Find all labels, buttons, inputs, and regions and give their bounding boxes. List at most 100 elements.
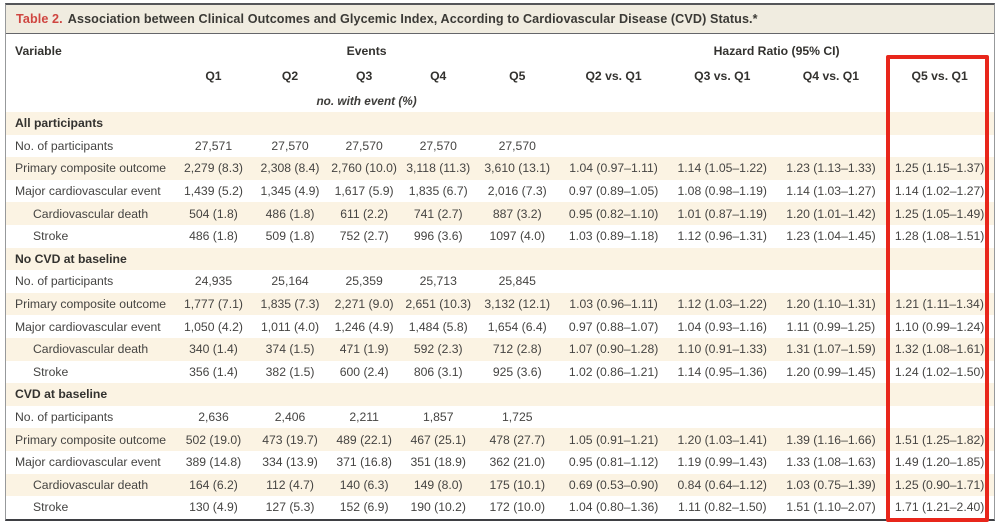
row-label: Major cardiovascular event xyxy=(15,319,161,334)
value-cell xyxy=(668,270,777,293)
outcomes-table: Variable Events Hazard Ratio (95% CI) Q1… xyxy=(6,34,994,519)
value-cell: 1,835 (6.7) xyxy=(408,184,468,199)
value-cell: 2,651 (10.3) xyxy=(405,297,472,312)
value-cell: 611 (2.2) xyxy=(340,206,389,221)
value-cell xyxy=(777,135,886,158)
value-cell: 27,570 xyxy=(271,138,309,153)
value-cell: 130 (4.9) xyxy=(189,500,238,515)
column-group-row: Variable Events Hazard Ratio (95% CI) xyxy=(6,34,994,63)
section-row-no-cvd-at-baseline: No CVD at baseline xyxy=(6,247,994,271)
value-cell: 1.04 (0.80–1.36) xyxy=(568,500,659,515)
row-label: Primary composite outcome xyxy=(15,161,167,176)
row-label: Major cardiovascular event xyxy=(15,184,161,199)
value-cell: 2,760 (10.0) xyxy=(331,161,397,176)
row-label: Stroke xyxy=(33,229,69,244)
value-cell: 1.04 (0.93–1.16) xyxy=(677,319,767,334)
units-note-row: no. with event (%) xyxy=(6,89,994,112)
column-header-q1: Q1 xyxy=(205,69,222,83)
column-header-spacer xyxy=(6,63,174,89)
value-cell: 712 (2.8) xyxy=(492,342,542,357)
value-cell: 3,118 (11.3) xyxy=(406,161,471,176)
column-group-hazard-ratio: Hazard Ratio (95% CI) xyxy=(713,43,840,58)
value-cell: 2,636 xyxy=(198,410,229,425)
value-cell: 1.12 (1.03–1.22) xyxy=(677,297,767,312)
value-cell: 27,570 xyxy=(345,138,383,153)
value-cell: 356 (1.4) xyxy=(189,364,238,379)
row-label: Cardiovascular death xyxy=(33,206,149,221)
value-cell xyxy=(668,406,777,429)
value-cell: 925 (3.6) xyxy=(492,364,542,379)
value-cell xyxy=(885,135,994,158)
value-cell: 1.51 (1.10–2.07) xyxy=(786,500,876,515)
column-header-q2: Q2 xyxy=(281,69,299,83)
column-header-variable: Variable xyxy=(15,43,62,58)
row-label: No. of participants xyxy=(15,274,114,289)
value-cell: 502 (19.0) xyxy=(185,432,242,447)
value-cell: 25,164 xyxy=(271,274,309,289)
value-cell: 1097 (4.0) xyxy=(489,229,546,244)
value-cell: 164 (6.2) xyxy=(189,477,238,492)
section-header: CVD at baseline xyxy=(15,387,108,402)
section-header: All participants xyxy=(15,116,104,131)
value-cell: 351 (18.9) xyxy=(410,455,466,470)
value-cell: 1.11 (0.99–1.25) xyxy=(786,319,876,334)
row-label: Stroke xyxy=(33,500,69,515)
value-cell xyxy=(777,270,886,293)
row-label: Primary composite outcome xyxy=(15,432,167,447)
value-cell: 112 (4.7) xyxy=(266,477,314,492)
value-cell: 1.49 (1.20–1.85) xyxy=(894,455,985,470)
value-cell: 1.28 (1.08–1.51) xyxy=(894,229,985,244)
table-title-bar: Table 2. Association between Clinical Ou… xyxy=(6,5,994,34)
value-cell: 1.10 (0.91–1.33) xyxy=(677,342,767,357)
value-cell: 1,835 (7.3) xyxy=(260,297,320,312)
value-cell: 1,246 (4.9) xyxy=(334,319,394,334)
column-header-q4: Q4 xyxy=(430,69,447,83)
value-cell: 1.01 (0.87–1.19) xyxy=(677,206,767,221)
table-row: Primary composite outcome 1,777 (7.1) 1,83… xyxy=(6,292,994,316)
value-cell: 1.20 (1.01–1.42) xyxy=(786,206,876,221)
value-cell: 1.31 (1.07–1.59) xyxy=(786,342,876,357)
table-row: Stroke 356 (1.4) 382 (1.5) 600 (2.4) 806 (3.… xyxy=(6,361,994,384)
section-row-all-participants: All participants xyxy=(6,112,994,135)
table-row: Cardiovascular death 164 (6.2) 112 (4.7) 14… xyxy=(6,473,994,497)
value-cell: 371 (16.8) xyxy=(336,455,392,470)
value-cell: 362 (21.0) xyxy=(489,455,546,470)
table-row: No. of participants 27,571 27,570 27,570 27,… xyxy=(6,135,994,158)
value-cell: 152 (6.9) xyxy=(339,500,389,515)
value-cell: 3,132 (12.1) xyxy=(484,297,551,312)
value-cell: 509 (1.8) xyxy=(265,229,315,244)
value-cell: 1.39 (1.16–1.66) xyxy=(786,432,876,447)
units-note: no. with event (%) xyxy=(316,93,417,108)
row-label: No. of participants xyxy=(15,138,114,153)
value-cell: 1,654 (6.4) xyxy=(487,319,547,334)
table-row: Cardiovascular death 340 (1.4) 374 (1.5) 47… xyxy=(6,337,994,361)
value-cell: 25,845 xyxy=(498,274,536,289)
value-cell: 389 (14.8) xyxy=(185,455,242,470)
value-cell: 1.14 (1.05–1.22) xyxy=(677,161,767,176)
units-note-spacer xyxy=(6,89,174,112)
value-cell: 1.14 (1.02–1.27) xyxy=(894,184,985,199)
value-cell: 592 (2.3) xyxy=(413,342,463,357)
value-cell: 175 (10.1) xyxy=(489,477,546,492)
value-cell: 27,571 xyxy=(194,138,233,153)
value-cell: 0.95 (0.82–1.10) xyxy=(568,206,659,221)
value-cell: 382 (1.5) xyxy=(265,364,315,379)
value-cell: 1,011 (4.0) xyxy=(261,319,320,334)
value-cell: 1.71 (1.21–2.40) xyxy=(894,500,985,515)
value-cell: 3,610 (13.1) xyxy=(484,161,551,176)
value-cell xyxy=(885,406,994,429)
value-cell: 478 (27.7) xyxy=(489,432,546,447)
value-cell: 1,777 (7.1) xyxy=(183,297,243,312)
value-cell: 1.51 (1.25–1.82) xyxy=(894,432,985,447)
value-cell: 1.25 (1.15–1.37) xyxy=(894,161,985,176)
value-cell: 0.97 (0.89–1.05) xyxy=(568,184,659,199)
value-cell: 1.03 (0.89–1.18) xyxy=(568,229,659,244)
units-note-spacer-right xyxy=(559,89,994,112)
table-title: Association between Clinical Outcomes an… xyxy=(67,12,758,26)
value-cell: 1,345 (4.9) xyxy=(260,184,320,199)
table-row: Stroke 130 (4.9) 127 (5.3) 152 (6.9) 190 (10… xyxy=(6,496,994,519)
section-header: No CVD at baseline xyxy=(15,251,127,266)
column-header-q3-vs-q1: Q3 vs. Q1 xyxy=(694,69,751,83)
value-cell: 887 (3.2) xyxy=(492,206,542,221)
